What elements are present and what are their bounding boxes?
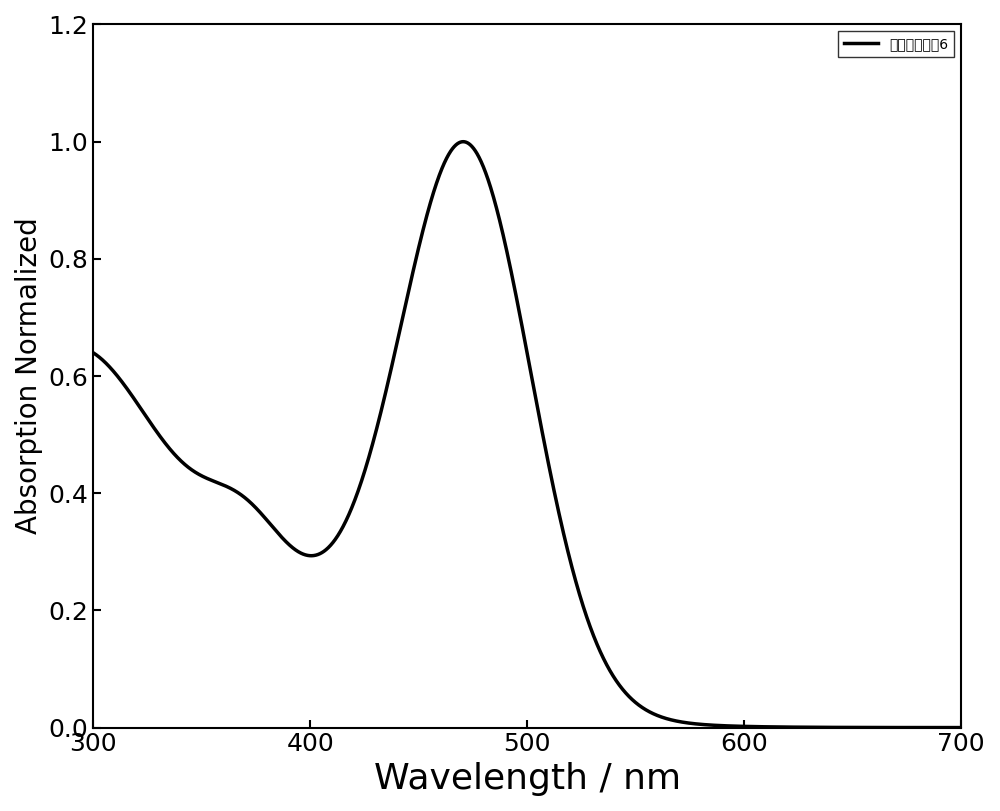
- X-axis label: Wavelength / nm: Wavelength / nm: [374, 762, 681, 796]
- Y-axis label: Absorption Normalized: Absorption Normalized: [15, 217, 43, 534]
- Legend: 空穴传输材料6: 空穴传输材料6: [838, 32, 954, 57]
